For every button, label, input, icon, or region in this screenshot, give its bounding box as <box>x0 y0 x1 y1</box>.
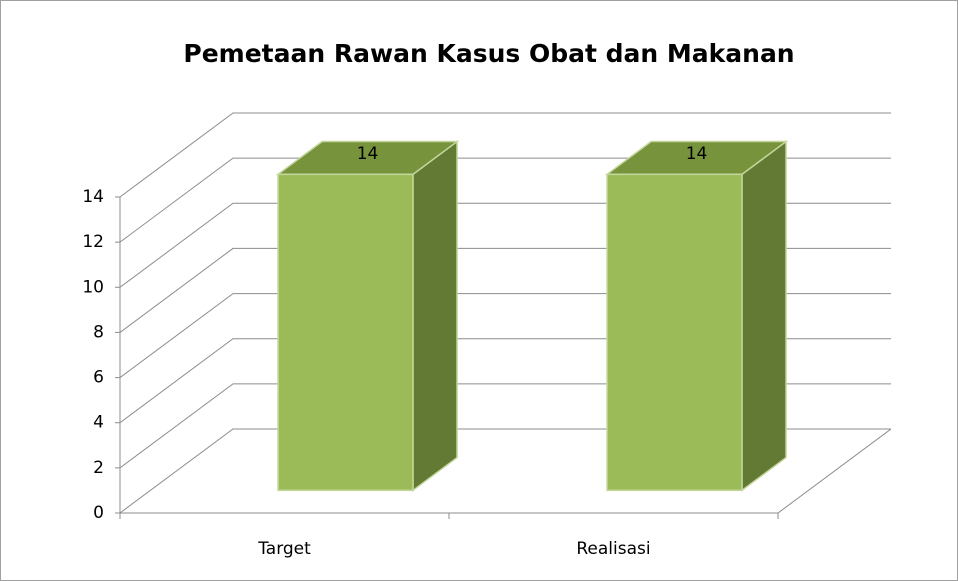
grid-line <box>119 112 891 198</box>
bar-side <box>741 140 787 492</box>
data-label: 14 <box>686 144 708 164</box>
bar <box>606 173 743 492</box>
y-tick-label: 14 <box>82 187 104 207</box>
y-tick-label: 12 <box>82 232 104 252</box>
x-tick-label: Target <box>257 539 311 559</box>
bar-side <box>412 140 458 492</box>
bar <box>277 173 414 492</box>
y-tick-label: 6 <box>93 368 104 388</box>
y-tick-label: 10 <box>82 277 104 297</box>
y-tick-label: 2 <box>93 458 104 478</box>
y-tick-label: 8 <box>93 322 104 342</box>
x-tick-label: Realisasi <box>576 539 650 559</box>
y-tick-label: 4 <box>93 413 104 433</box>
chart-title: Pemetaan Rawan Kasus Obat dan Makanan <box>183 39 794 68</box>
data-label: 14 <box>357 144 379 164</box>
y-tick-label: 0 <box>93 503 104 523</box>
